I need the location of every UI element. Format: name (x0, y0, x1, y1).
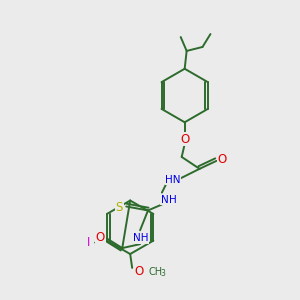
Text: O: O (96, 231, 105, 244)
Text: NH: NH (133, 233, 149, 243)
Text: 3: 3 (160, 269, 165, 278)
Text: N: N (161, 194, 169, 205)
Text: I: I (86, 236, 90, 249)
Text: S: S (116, 201, 123, 214)
Text: O: O (180, 133, 189, 146)
Text: O: O (134, 266, 144, 278)
Text: H: H (169, 194, 177, 205)
Text: O: O (218, 153, 227, 167)
Text: CH: CH (148, 267, 162, 277)
Text: HN: HN (165, 175, 181, 185)
